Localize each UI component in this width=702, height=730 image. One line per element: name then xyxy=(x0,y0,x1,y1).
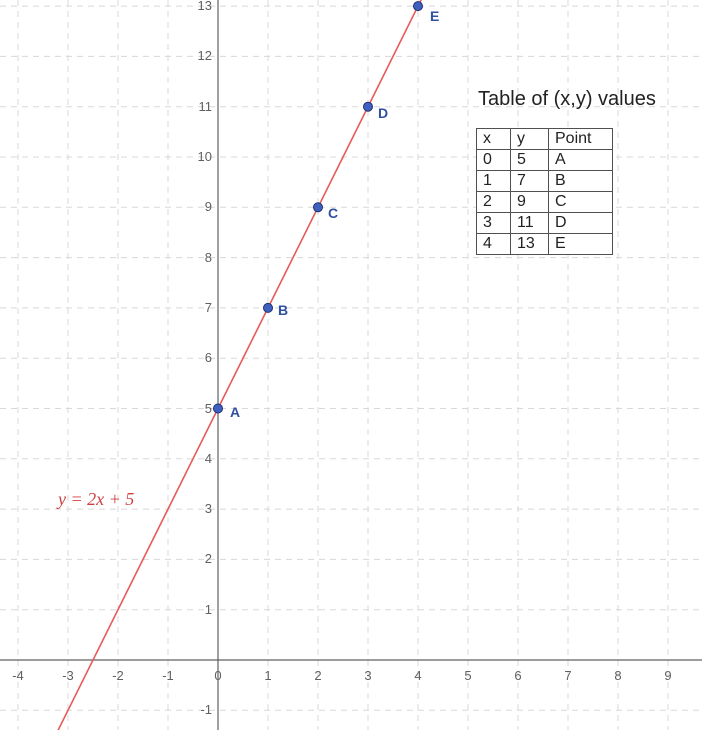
table-col-x: x xyxy=(477,129,511,150)
table-row: 17B xyxy=(477,171,613,192)
y-tick-label: 8 xyxy=(190,250,212,265)
x-tick-label: -2 xyxy=(108,668,128,683)
table-header-row: xyPoint xyxy=(477,129,613,150)
x-tick-label: -4 xyxy=(8,668,28,683)
table-cell: 7 xyxy=(511,171,549,192)
table-row: 29C xyxy=(477,192,613,213)
point-label-d: D xyxy=(378,105,388,121)
xy-table: xyPoint 05A17B29C311D413E xyxy=(476,128,613,255)
equation-label: y = 2x + 5 xyxy=(58,489,134,510)
table-title: Table of (x,y) values xyxy=(478,88,656,111)
table-row: 311D xyxy=(477,213,613,234)
x-tick-label: -1 xyxy=(158,668,178,683)
y-tick-label: -1 xyxy=(190,702,212,717)
x-tick-label: 0 xyxy=(208,668,228,683)
table-cell: B xyxy=(549,171,613,192)
table-cell: D xyxy=(549,213,613,234)
x-tick-label: 5 xyxy=(458,668,478,683)
table-cell: A xyxy=(549,150,613,171)
table-col-point: Point xyxy=(549,129,613,150)
table-cell: E xyxy=(549,234,613,255)
y-tick-label: 3 xyxy=(190,501,212,516)
table-cell: 9 xyxy=(511,192,549,213)
table-cell: 3 xyxy=(477,213,511,234)
table-cell: 13 xyxy=(511,234,549,255)
y-tick-label: 7 xyxy=(190,300,212,315)
equation-text: y = 2x + 5 xyxy=(58,489,134,509)
y-tick-label: 10 xyxy=(190,149,212,164)
x-tick-label: 8 xyxy=(608,668,628,683)
point-label-a: A xyxy=(230,404,240,420)
x-tick-label: 4 xyxy=(408,668,428,683)
table-row: 05A xyxy=(477,150,613,171)
table-title-text: Table of (x,y) values xyxy=(478,88,656,110)
table-cell: 1 xyxy=(477,171,511,192)
point-label-c: C xyxy=(328,205,338,221)
table-row: 413E xyxy=(477,234,613,255)
y-tick-label: 9 xyxy=(190,199,212,214)
table-cell: 2 xyxy=(477,192,511,213)
table-cell: C xyxy=(549,192,613,213)
table-cell: 11 xyxy=(511,213,549,234)
x-tick-label: 1 xyxy=(258,668,278,683)
x-tick-label: 6 xyxy=(508,668,528,683)
x-tick-label: 2 xyxy=(308,668,328,683)
x-tick-label: 9 xyxy=(658,668,678,683)
y-tick-label: 1 xyxy=(190,602,212,617)
y-tick-label: 13 xyxy=(190,0,212,13)
table-body: 05A17B29C311D413E xyxy=(477,150,613,255)
point-label-e: E xyxy=(430,8,439,24)
x-tick-label: -3 xyxy=(58,668,78,683)
y-tick-label: 12 xyxy=(190,48,212,63)
table-cell: 0 xyxy=(477,150,511,171)
x-tick-label: 3 xyxy=(358,668,378,683)
y-tick-label: 6 xyxy=(190,350,212,365)
y-tick-label: 5 xyxy=(190,401,212,416)
y-tick-label: 4 xyxy=(190,451,212,466)
y-tick-label: 2 xyxy=(190,551,212,566)
point-label-b: B xyxy=(278,302,288,318)
table-cell: 4 xyxy=(477,234,511,255)
x-tick-label: 7 xyxy=(558,668,578,683)
y-tick-label: 11 xyxy=(190,99,212,114)
table-col-y: y xyxy=(511,129,549,150)
table-cell: 5 xyxy=(511,150,549,171)
